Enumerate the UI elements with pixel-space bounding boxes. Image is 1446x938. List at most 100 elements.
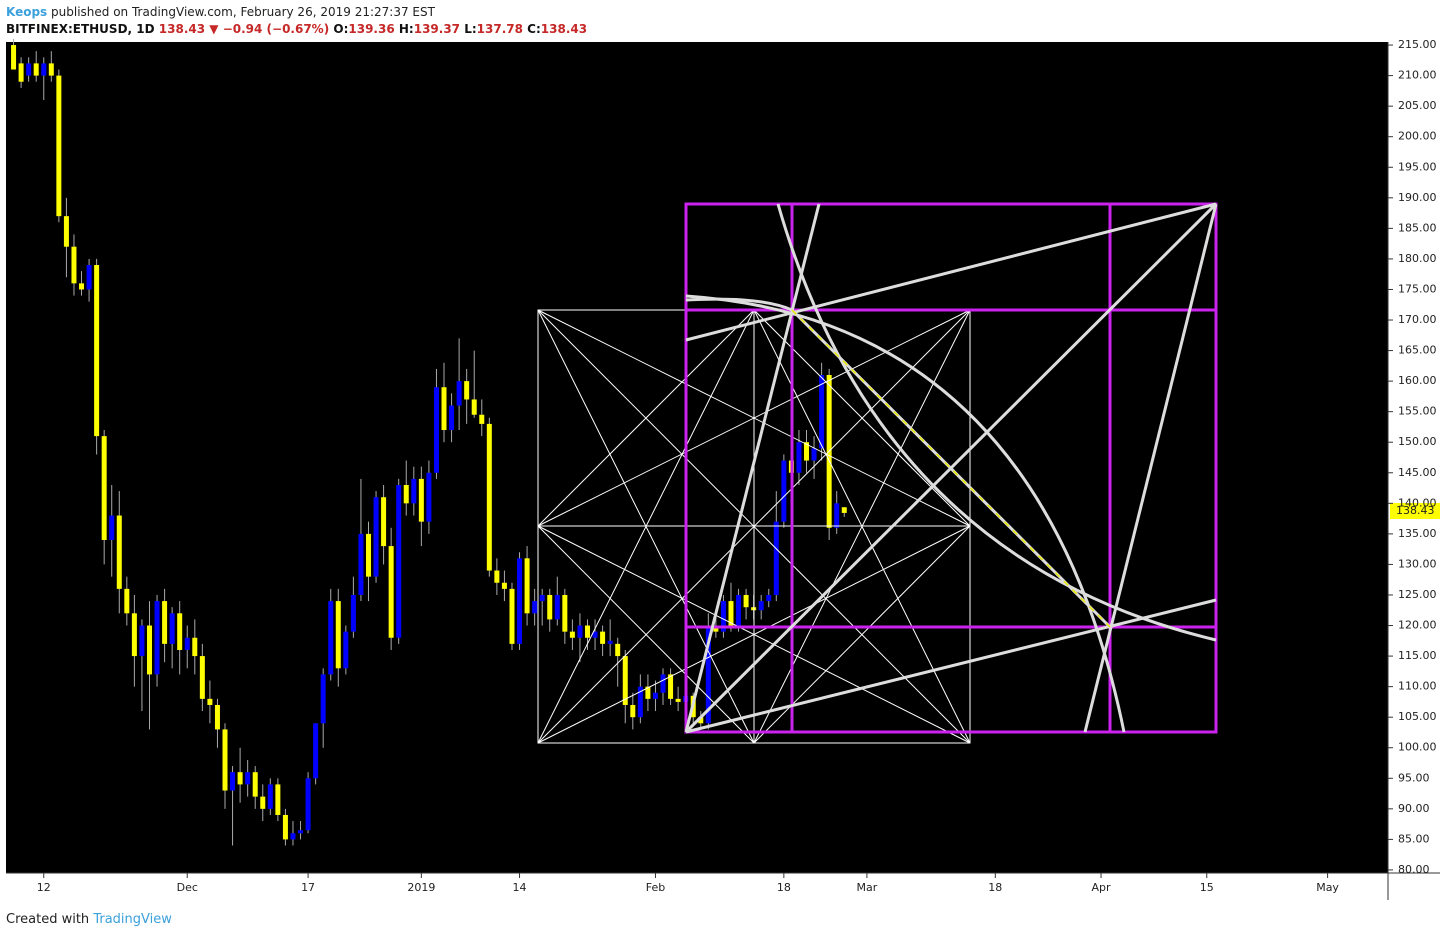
candle-body — [381, 497, 387, 547]
candle-body — [94, 265, 100, 437]
candle-body — [290, 833, 296, 840]
y-tick-label: 140.00 — [1398, 496, 1437, 509]
l-label: L: — [464, 22, 477, 36]
candle-body — [79, 283, 85, 290]
candle-body — [282, 814, 288, 840]
candle-body — [350, 594, 356, 632]
candle-body — [547, 594, 553, 620]
candle-body — [781, 460, 787, 522]
publish-info: published on TradingView.com, February 2… — [51, 5, 435, 19]
candle-body — [358, 533, 364, 595]
candle-body — [320, 674, 326, 724]
y-tick-label: 120.00 — [1398, 619, 1437, 632]
x-tick-label: Apr — [1092, 881, 1112, 894]
y-tick-label: 170.00 — [1398, 313, 1437, 326]
candle-body — [539, 594, 545, 602]
candle-body — [192, 637, 198, 657]
candle-body — [758, 601, 764, 611]
candle-body — [396, 484, 402, 638]
candle-body — [622, 656, 628, 705]
candle-body — [501, 582, 507, 589]
candle-body — [177, 613, 183, 650]
c-label: C: — [527, 22, 541, 36]
header-symbol: BITFINEX:ETHUSD, 1D 138.43 ▼ −0.94 (−0.6… — [6, 22, 587, 36]
candle-body — [252, 772, 258, 797]
x-tick-label: Dec — [177, 881, 198, 894]
candle-body — [418, 478, 424, 522]
candle-body — [577, 625, 583, 638]
open: 139.36 — [348, 22, 395, 36]
candle-body — [365, 533, 371, 577]
candle-body — [184, 637, 190, 650]
candle-body — [71, 246, 77, 284]
low: 137.78 — [476, 22, 523, 36]
candle-body — [607, 640, 613, 644]
candle-body — [433, 387, 439, 473]
y-tick-label: 195.00 — [1398, 160, 1437, 173]
candle-body — [637, 686, 643, 718]
y-tick-label: 175.00 — [1398, 282, 1437, 295]
x-tick-label: 15 — [1200, 881, 1214, 894]
candle-body — [116, 515, 122, 589]
candle-body — [698, 717, 704, 724]
price-box — [1390, 503, 1440, 519]
candle-body — [373, 497, 379, 577]
candle-body — [456, 381, 462, 406]
candle-body — [139, 625, 145, 657]
y-tick-label: 205.00 — [1398, 99, 1437, 112]
candle-body — [652, 692, 658, 699]
candle-body — [705, 625, 711, 724]
candle-body — [411, 478, 417, 504]
candle-body — [743, 594, 749, 608]
candle-body — [449, 405, 455, 431]
candle-body — [245, 772, 251, 785]
x-tick-label: 17 — [301, 881, 315, 894]
candle-body — [532, 601, 538, 614]
h-label: H: — [398, 22, 414, 36]
x-tick-label: Feb — [646, 881, 665, 894]
candle-body — [675, 698, 681, 702]
y-tick-label: 80.00 — [1398, 863, 1430, 876]
last-price: 138.43 — [158, 22, 206, 36]
candle-body — [494, 570, 500, 583]
candle-body — [736, 594, 742, 626]
footer-brand: TradingView — [93, 912, 172, 927]
candle-body — [56, 75, 62, 217]
candle-body — [146, 625, 152, 675]
candle-body — [305, 778, 311, 831]
candle-body — [562, 594, 568, 632]
y-tick-label: 190.00 — [1398, 191, 1437, 204]
y-tick-label: 180.00 — [1398, 252, 1437, 265]
plot-background — [6, 42, 1388, 873]
y-tick-label: 90.00 — [1398, 802, 1430, 815]
y-tick-label: 130.00 — [1398, 557, 1437, 570]
candle-body — [154, 601, 160, 675]
candle-body — [124, 588, 130, 614]
candle-body — [207, 698, 213, 705]
candle-body — [199, 656, 205, 699]
candle-body — [554, 594, 560, 620]
candle-body — [260, 796, 266, 809]
arrow: ▼ — [209, 22, 219, 36]
candle-body — [509, 588, 515, 644]
candle-body — [479, 414, 485, 424]
y-tick-label: 200.00 — [1398, 130, 1437, 143]
o-label: O: — [333, 22, 349, 36]
candle-body — [766, 594, 772, 602]
x-tick-label: May — [1316, 881, 1339, 894]
y-tick-label: 215.00 — [1398, 38, 1437, 51]
candle-body — [834, 503, 840, 528]
footer-text: Created with — [6, 912, 90, 927]
candle-body — [660, 674, 666, 693]
y-tick-label: 150.00 — [1398, 435, 1437, 448]
candle-body — [524, 558, 530, 614]
white-square — [537, 309, 971, 744]
header-publish: Keops published on TradingView.com, Febr… — [6, 5, 435, 19]
close: 138.43 — [540, 22, 588, 36]
y-tick-label: 110.00 — [1398, 680, 1437, 693]
candle-body — [720, 601, 726, 632]
candle-body — [728, 601, 734, 626]
candle-body — [841, 507, 847, 513]
candle-body — [471, 399, 477, 415]
